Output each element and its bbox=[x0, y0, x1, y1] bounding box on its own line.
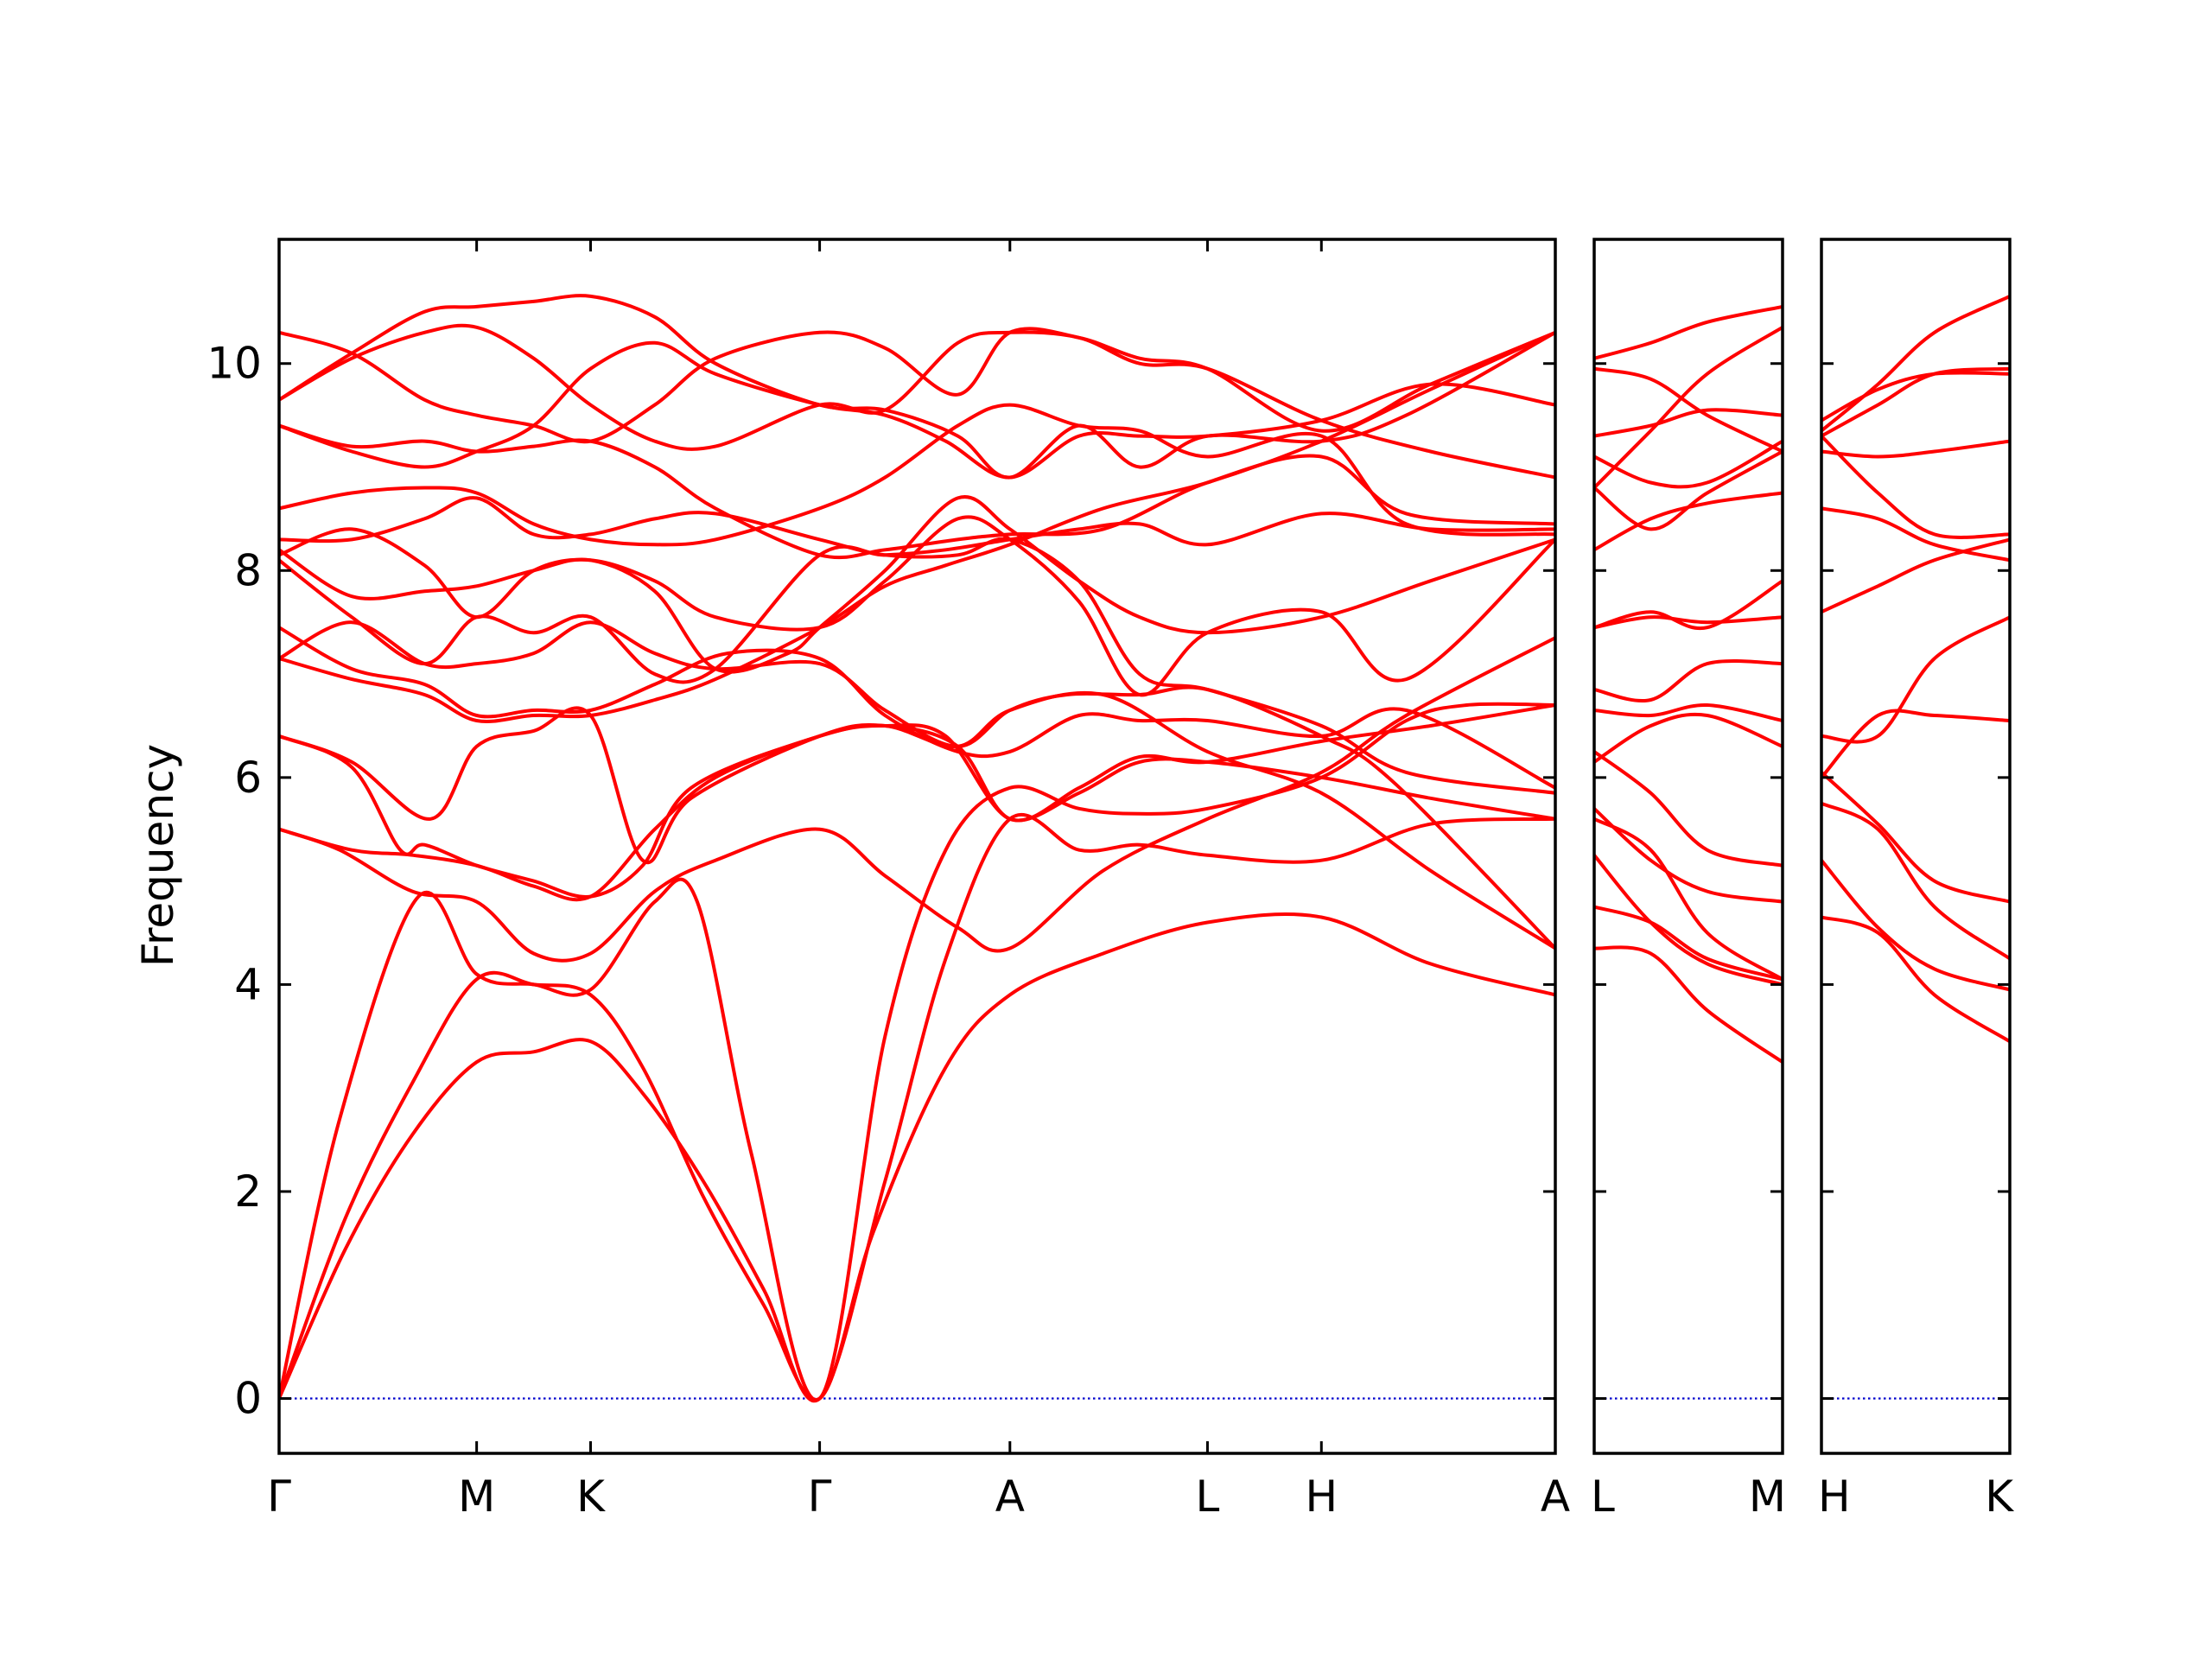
band-line-3 bbox=[1821, 801, 2010, 961]
x-tick-label: L bbox=[1591, 1471, 1615, 1522]
band-line-6 bbox=[1821, 615, 2010, 744]
y-tick-label: 2 bbox=[234, 1166, 262, 1217]
band-line-6 bbox=[1594, 749, 1783, 868]
bands-group bbox=[1821, 294, 2010, 1044]
plot-frame bbox=[277, 238, 1557, 1455]
band-line-12 bbox=[1594, 491, 1783, 552]
plot-frame bbox=[1592, 238, 1784, 1455]
band-line-17 bbox=[279, 340, 1555, 480]
band-line-9 bbox=[279, 626, 1555, 790]
band-line-10 bbox=[1821, 439, 2010, 459]
band-line-2 bbox=[1594, 905, 1783, 982]
band-line-1 bbox=[279, 912, 1555, 1402]
y-tick-label: 4 bbox=[234, 959, 262, 1009]
band-line-2 bbox=[1821, 858, 2010, 992]
plot-frame bbox=[1820, 238, 2012, 1455]
band-line-14 bbox=[1594, 439, 1783, 489]
x-tick-label: Γ bbox=[267, 1471, 291, 1522]
band-line-20 bbox=[279, 327, 1555, 444]
band-line-9 bbox=[1821, 434, 2010, 539]
band-line-8 bbox=[1821, 506, 2010, 563]
x-tick-label: H bbox=[1305, 1471, 1338, 1522]
band-line-10 bbox=[1594, 615, 1783, 630]
band-line-16 bbox=[1594, 366, 1783, 454]
band-line-7 bbox=[1594, 712, 1783, 764]
x-tick-label: Γ bbox=[808, 1471, 832, 1522]
x-tick-label: L bbox=[1196, 1471, 1220, 1522]
band-line-3 bbox=[279, 702, 1555, 1402]
band-line-12 bbox=[279, 495, 1555, 674]
band-line-5 bbox=[1594, 806, 1783, 904]
band-line-15 bbox=[279, 403, 1555, 547]
band-line-19 bbox=[279, 294, 1555, 480]
band-line-3 bbox=[1594, 853, 1783, 987]
panel-1: 0 2 4 6 8 10 Γ M K Γ A L H A bbox=[207, 238, 1570, 1522]
band-line-11 bbox=[1821, 366, 2010, 438]
band-line-13 bbox=[1594, 449, 1783, 531]
y-axis-label: Frequency bbox=[133, 744, 183, 967]
band-line-8 bbox=[1594, 702, 1783, 722]
band-line-7 bbox=[279, 690, 1555, 950]
band-line-13 bbox=[279, 515, 1555, 697]
bands-group bbox=[1594, 304, 1783, 1065]
band-line-2 bbox=[279, 812, 1555, 1403]
band-line-14 bbox=[279, 496, 1555, 795]
band-line-17 bbox=[1594, 325, 1783, 490]
band-line-18 bbox=[1594, 304, 1783, 360]
x-tick-label: K bbox=[1985, 1471, 2014, 1522]
band-line-11 bbox=[1594, 579, 1783, 631]
band-line-1 bbox=[1594, 945, 1783, 1065]
bands-group bbox=[279, 294, 1555, 1403]
x-tick-label: M bbox=[1749, 1471, 1786, 1522]
x-tick-label: K bbox=[576, 1471, 606, 1522]
x-tick-label: H bbox=[1818, 1471, 1851, 1522]
y-tick-label: 8 bbox=[234, 545, 262, 595]
band-line-1 bbox=[1821, 915, 2010, 1044]
band-line-4 bbox=[1821, 770, 2010, 904]
y-tick-label: 0 bbox=[234, 1374, 262, 1424]
y-tick-label: 6 bbox=[234, 753, 262, 803]
band-line-7 bbox=[1821, 537, 2010, 614]
band-line-10 bbox=[279, 620, 1555, 950]
x-tick-label: A bbox=[1541, 1471, 1570, 1522]
band-line-4 bbox=[1594, 817, 1783, 982]
band-line-12 bbox=[1821, 371, 2010, 423]
band-line-15 bbox=[1594, 408, 1783, 438]
band-line-4 bbox=[279, 636, 1555, 963]
x-tick-label: M bbox=[458, 1471, 495, 1522]
y-tick-label: 10 bbox=[207, 339, 262, 389]
band-line-5 bbox=[1821, 709, 2010, 779]
band-line-9 bbox=[1594, 659, 1783, 702]
band-line-18 bbox=[279, 323, 1555, 480]
band-line-8 bbox=[279, 330, 1555, 723]
band-line-13 bbox=[1821, 294, 2010, 433]
x-tick-label: A bbox=[995, 1471, 1025, 1522]
